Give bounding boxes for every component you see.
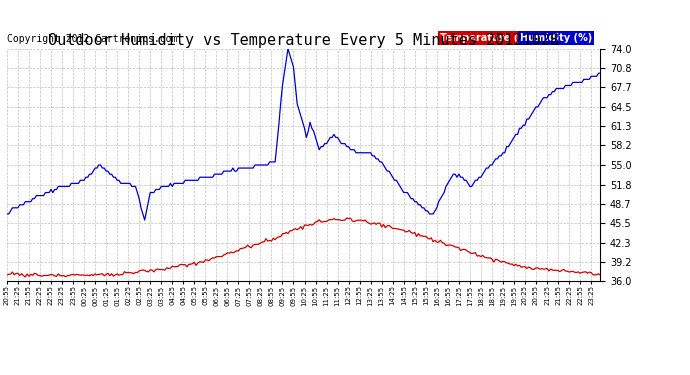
Text: Temperature (°F): Temperature (°F) — [440, 33, 534, 43]
Text: Copyright 2012 Cartronics.com: Copyright 2012 Cartronics.com — [7, 34, 177, 44]
Title: Outdoor Humidity vs Temperature Every 5 Minutes 20121028: Outdoor Humidity vs Temperature Every 5 … — [48, 33, 559, 48]
Text: Humidity (%): Humidity (%) — [520, 33, 593, 43]
